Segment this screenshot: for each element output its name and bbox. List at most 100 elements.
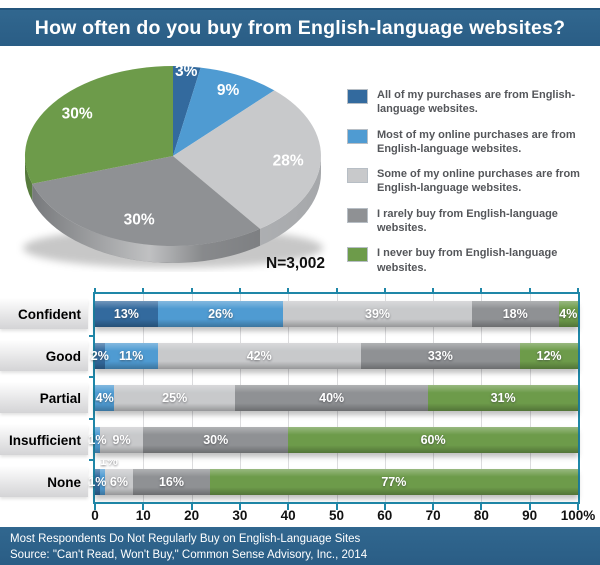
bar-segment-never: [520, 343, 578, 369]
footer: Most Respondents Do Not Regularly Buy on…: [0, 527, 600, 565]
segment-label: 40%: [319, 391, 345, 405]
segment-label: 42%: [246, 349, 272, 363]
x-axis-tick-label: 90: [522, 508, 538, 523]
pie-slice-some: [173, 90, 321, 229]
x-axis-tick-label: 50: [328, 508, 345, 523]
x-axis-tick-label: 20: [184, 508, 200, 523]
legend-item-all: All of my purchases are from English-lan…: [347, 88, 597, 117]
x-axis-tick-label: 70: [425, 508, 441, 523]
bar-segment-some: [99, 427, 144, 453]
x-axis-tick-top: [287, 288, 290, 292]
x-axis-tick-label: 40: [280, 508, 296, 523]
pie-slice-most: [173, 67, 275, 156]
pie-value-label: 28%: [273, 152, 304, 169]
bar-segment-rarely: [133, 469, 210, 495]
bar-segment-rarely: [235, 385, 429, 411]
bar-segment-rarely: [143, 427, 289, 453]
pie-value-label: 30%: [62, 106, 93, 123]
bar-row-confident: 13% 26% 39% 18% 4%: [95, 301, 578, 327]
bar-segment-rarely: [471, 301, 559, 327]
legend-item-most: Most of my online purchases are from Eng…: [347, 128, 597, 157]
bar-segment-most: [95, 427, 100, 453]
bar-segment-some: [104, 469, 134, 495]
pie-slice-rarely: [32, 156, 261, 247]
segment-label: 25%: [162, 391, 188, 405]
segment-label: 1%: [88, 433, 107, 447]
x-axis-tick: [528, 504, 531, 510]
bar-segment-most: [104, 343, 158, 369]
bar-category-label-partial: Partial: [0, 383, 88, 413]
legend-item-some: Some of my online purchases are from Eng…: [347, 167, 597, 196]
x-axis-tick: [238, 504, 241, 510]
segment-label: 31%: [490, 391, 516, 405]
segment-label: 13%: [113, 307, 139, 321]
segment-label: 12%: [536, 349, 562, 363]
x-axis-tick-top: [142, 288, 145, 292]
segment-label: 33%: [427, 349, 453, 363]
title-bar: How often do you buy from English-langua…: [0, 8, 600, 46]
pie-value-label: 30%: [124, 211, 155, 228]
bar-segment-some: [283, 301, 472, 327]
x-axis-tick-top: [528, 288, 531, 292]
bar-row-none: 1% 1% 6% 16% 77%: [88, 460, 578, 495]
legend-item-rarely: I rarely buy from English-language websi…: [347, 207, 597, 236]
segment-label: 77%: [381, 475, 407, 489]
bar-segment-never: [288, 427, 578, 453]
x-axis-tick-top: [335, 288, 338, 292]
segment-label: 16%: [158, 475, 185, 489]
segment-label: 1%: [88, 475, 107, 489]
bar-segment-rarely: [360, 343, 521, 369]
displaced-segment-label: 1%: [100, 460, 122, 469]
bar-segment-never: [209, 469, 578, 495]
x-axis-tick-label: 80: [473, 508, 489, 523]
x-axis-tick-label: 30: [232, 508, 248, 523]
legend-swatch-most: [347, 128, 368, 144]
segment-label: 1%: [99, 460, 118, 468]
pie-slice-all: [173, 66, 201, 156]
bar-segment-all: [95, 469, 100, 495]
x-axis-tick-label: 0: [91, 508, 99, 523]
legend: All of my purchases are from English-lan…: [347, 88, 597, 275]
segment-label: 4%: [559, 307, 578, 321]
y-axis-tick: [89, 376, 93, 379]
legend-label: I never buy from English-language websit…: [377, 247, 558, 274]
legend-swatch-rarely: [347, 207, 368, 223]
bar-segment-some: [157, 343, 361, 369]
sample-size-label: N=3,002: [266, 255, 326, 272]
pie-side-highlight: [25, 156, 321, 263]
pie-slice-never: [24, 66, 173, 184]
bar-segment-most: [99, 469, 105, 495]
pie-value-label: 3%: [175, 63, 198, 80]
bar-segment-never: [558, 301, 578, 327]
legend-item-never: I never buy from English-language websit…: [347, 246, 597, 275]
legend-swatch-never: [347, 247, 368, 263]
bar-category-label-good: Good: [0, 341, 88, 371]
x-axis: 0 10 20 30 40 50 60 70 80 90 100%: [0, 508, 600, 524]
segment-label: 11%: [119, 349, 144, 363]
segment-label: 4%: [95, 391, 114, 405]
bar-category-label-confident: Confident: [0, 299, 88, 329]
pie-value-label: 9%: [217, 82, 240, 99]
y-axis-tick: [89, 334, 93, 337]
legend-label: I rarely buy from English-language websi…: [377, 207, 558, 235]
segment-label: 39%: [365, 307, 391, 321]
bar-plot-area: 13% 26% 39% 18% 4% 2% 11% 42% 33% 12% 4% 25% 40% 31% 1…: [88, 288, 580, 510]
segment-label: 30%: [203, 433, 229, 447]
x-axis-tick: [335, 504, 338, 510]
footer-source: Source: "Can't Read, Won't Buy," Common …: [10, 549, 368, 562]
x-axis-tick: [432, 504, 435, 510]
x-axis-tick-top: [94, 288, 96, 292]
bar-segment-some: [114, 385, 236, 411]
x-axis-tick-label: 60: [377, 508, 393, 523]
y-axis-tick: [89, 459, 93, 462]
page-title: How often do you buy from English-langua…: [34, 17, 566, 39]
y-axis-tick: [89, 417, 93, 420]
x-axis-tick-top: [383, 288, 386, 292]
x-axis-tick: [287, 504, 290, 510]
legend-label: Most of my online purchases are from Eng…: [377, 128, 576, 155]
bar-row-partial: 4% 25% 40% 31%: [95, 385, 578, 411]
legend-swatch-some: [347, 168, 368, 184]
legend-label: Some of my online purchases are from Eng…: [377, 168, 580, 195]
x-axis-tick-top: [577, 288, 579, 292]
